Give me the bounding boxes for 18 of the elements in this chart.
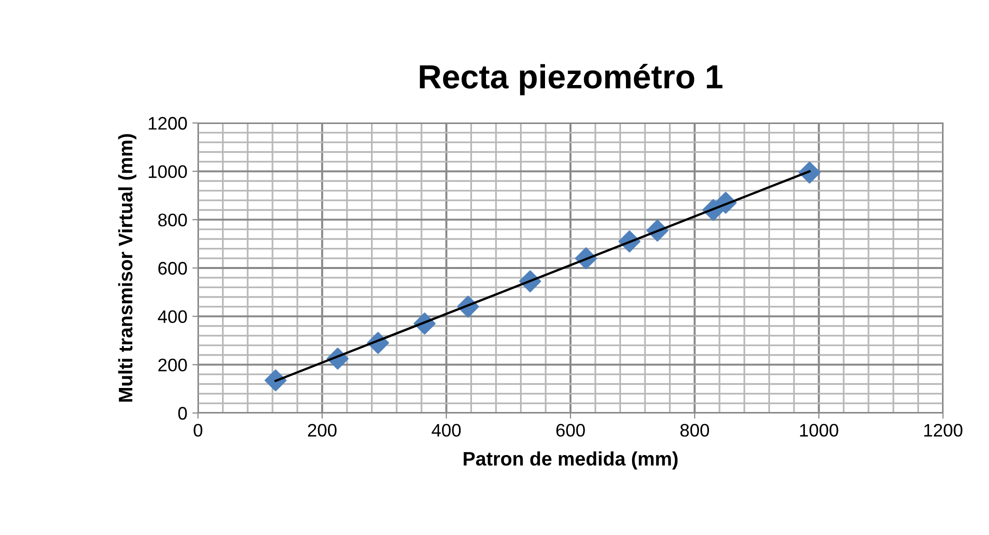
- y-tick-label: 0: [178, 406, 187, 420]
- y-tick-label: 800: [158, 214, 187, 226]
- point: [264, 369, 287, 392]
- x-tick-label: 0: [194, 424, 202, 437]
- y-axis-title: Multi transmisor Virtual (mm): [118, 134, 136, 402]
- x-tick-label: 600: [556, 424, 585, 437]
- x-tick-label: 800: [680, 424, 710, 437]
- x-tick-label: 1200: [924, 424, 962, 437]
- x-axis-title: Patron de medida (mm): [464, 451, 678, 470]
- y-tick-label: 1000: [148, 165, 187, 178]
- y-tick-label: 400: [158, 310, 187, 324]
- chart-title: Recta piezométro 1: [420, 64, 722, 96]
- x-tick-label: 200: [308, 424, 337, 437]
- x-tick-label: 1000: [800, 424, 838, 437]
- y-tick-label: 200: [158, 358, 187, 372]
- y-tick-label: 600: [158, 262, 187, 275]
- y-tick-label: 1200: [148, 116, 187, 130]
- x-tick-label: 400: [432, 424, 461, 437]
